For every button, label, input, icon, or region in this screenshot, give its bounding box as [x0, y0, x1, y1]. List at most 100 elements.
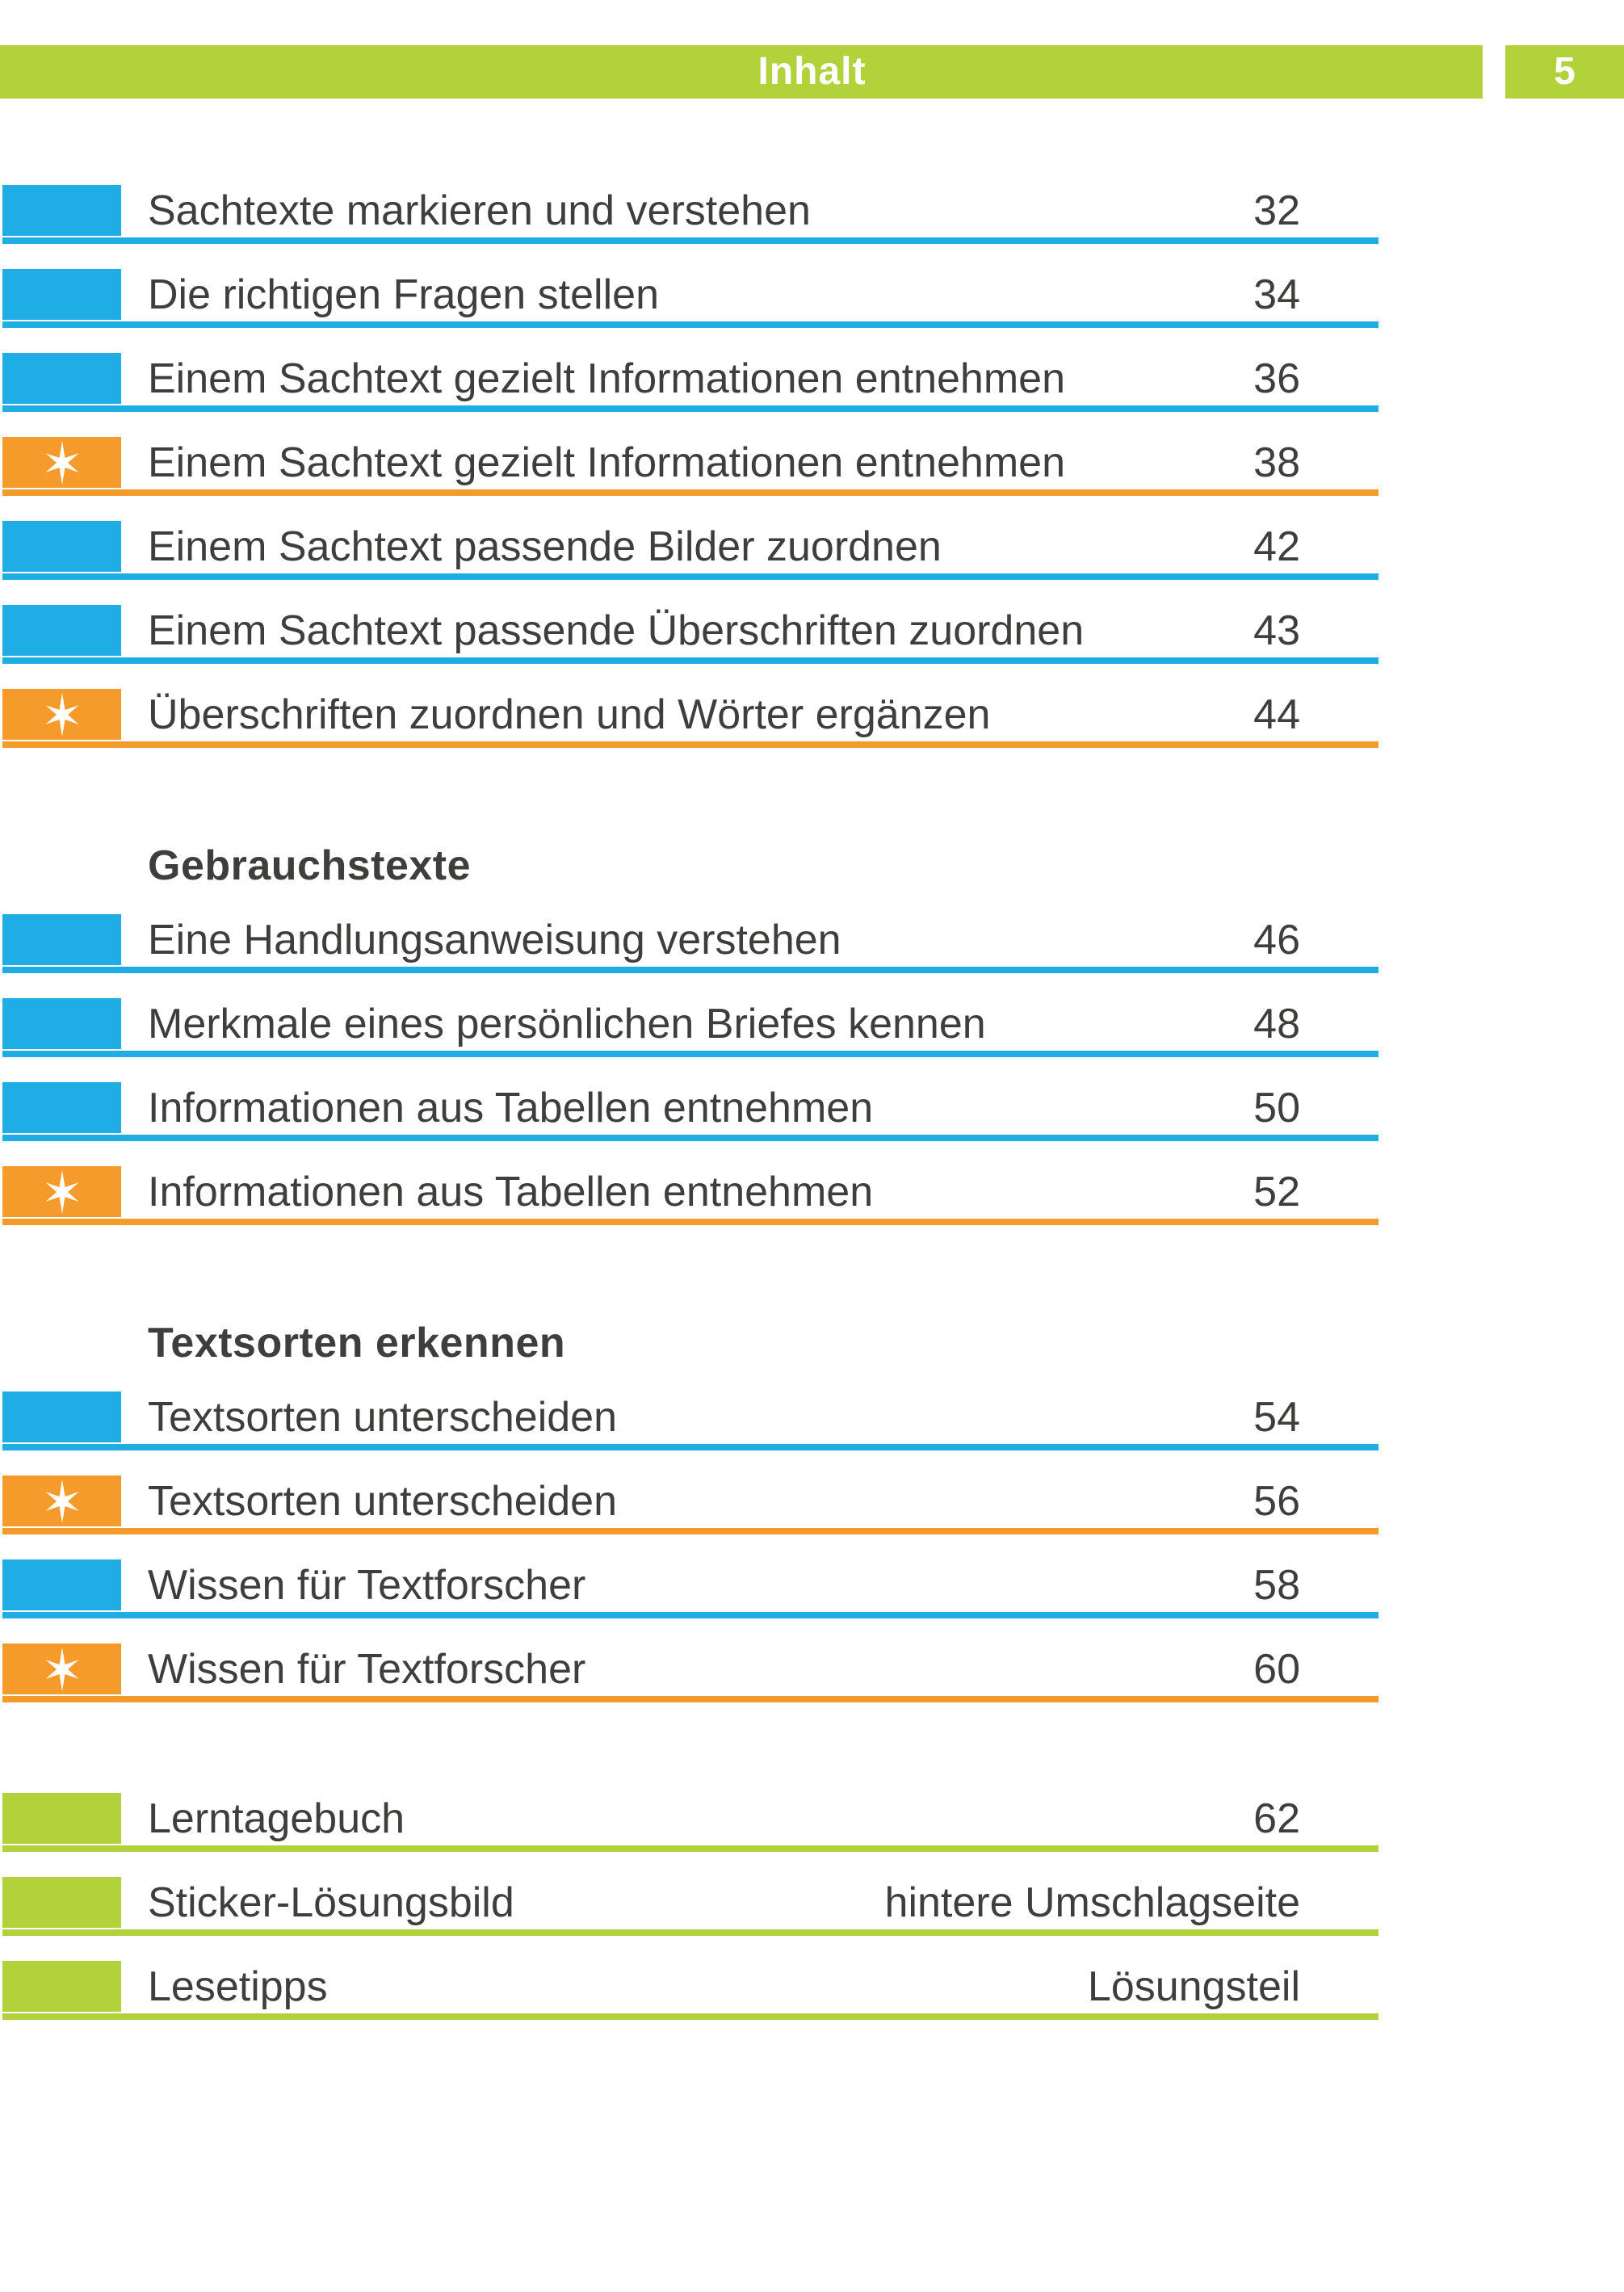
star-icon	[45, 692, 78, 737]
row-underline	[2, 1845, 1379, 1852]
toc-row-page: 52	[1253, 1169, 1300, 1215]
toc-row: Überschriften zuordnen und Wörter ergänz…	[0, 689, 1381, 748]
toc-row: Informationen aus Tabellen entnehmen 52	[0, 1166, 1381, 1225]
toc-row-title: Sachtexte markieren und verstehen	[148, 187, 811, 234]
toc-row-title: Textsorten unterscheiden	[148, 1394, 618, 1441]
toc-row-title: Überschriften zuordnen und Wörter ergänz…	[148, 691, 991, 738]
page-number-badge: 5	[1505, 45, 1624, 99]
row-underline	[2, 1696, 1379, 1702]
toc-row-page: hintere Umschlagseite	[884, 1879, 1300, 1926]
toc-row: Einem Sachtext gezielt Informationen ent…	[0, 353, 1381, 412]
row-underline	[2, 1612, 1379, 1618]
toc-row-title: Einem Sachtext gezielt Informationen ent…	[148, 355, 1066, 402]
toc-section: Textsorten erkennen Textsorten unterschei…	[0, 1318, 1381, 1702]
toc-row-page: 50	[1253, 1085, 1300, 1131]
row-underline	[2, 1135, 1379, 1141]
toc-row: Informationen aus Tabellen entnehmen 50	[0, 1082, 1381, 1141]
toc-row: Einem Sachtext passende Bilder zuordnen 4…	[0, 521, 1381, 580]
star-icon	[45, 1169, 78, 1214]
toc-row: Eine Handlungsanweisung verstehen 46	[0, 914, 1381, 973]
toc-row-page: 34	[1253, 271, 1300, 318]
toc-row-page: 32	[1253, 187, 1300, 234]
row-underline	[2, 1219, 1379, 1225]
topic-marker	[2, 521, 121, 572]
toc-row: Wissen für Textforscher 60	[0, 1643, 1381, 1702]
row-underline	[2, 657, 1379, 664]
section-heading: Textsorten erkennen	[148, 1320, 566, 1366]
row-underline	[2, 573, 1379, 580]
topic-marker-star	[2, 1166, 121, 1217]
toc-row-title: Lesetipps	[148, 1963, 328, 2010]
toc-row: Einem Sachtext passende Überschriften zu…	[0, 605, 1381, 664]
toc-row-title: Wissen für Textforscher	[148, 1562, 586, 1609]
topic-marker	[2, 1877, 121, 1928]
toc-section: Sachtexte markieren und verstehen 32 Die r…	[0, 185, 1381, 748]
section-heading: Gebrauchstexte	[148, 842, 472, 889]
topic-marker	[2, 1559, 121, 1610]
toc-row-title: Textsorten unterscheiden	[148, 1478, 618, 1525]
star-icon	[45, 1647, 78, 1691]
topic-marker	[2, 1392, 121, 1442]
toc-row: Wissen für Textforscher 58	[0, 1559, 1381, 1618]
toc-row-title: Informationen aus Tabellen entnehmen	[148, 1169, 874, 1215]
row-underline	[2, 1528, 1379, 1534]
toc-row-title: Einem Sachtext passende Bilder zuordnen	[148, 523, 942, 570]
star-icon	[45, 440, 78, 485]
toc-row-title: Informationen aus Tabellen entnehmen	[148, 1085, 874, 1131]
topic-marker	[2, 185, 121, 236]
topic-marker-star	[2, 1643, 121, 1694]
toc-row-page: Lösungsteil	[1087, 1963, 1300, 2010]
header-bar	[0, 45, 1483, 99]
toc-row-page: 58	[1253, 1562, 1300, 1609]
toc-row-page: 62	[1253, 1795, 1300, 1842]
row-underline	[2, 1051, 1379, 1057]
row-underline	[2, 405, 1379, 412]
topic-marker	[2, 605, 121, 656]
toc-row-title: Lerntagebuch	[148, 1795, 405, 1842]
toc-row-page: 48	[1253, 1001, 1300, 1047]
toc-row: Einem Sachtext gezielt Informationen ent…	[0, 437, 1381, 496]
star-icon	[45, 1479, 78, 1523]
row-underline	[2, 967, 1379, 973]
topic-marker	[2, 1961, 121, 2012]
toc-row: Textsorten unterscheiden 54	[0, 1392, 1381, 1450]
topic-marker-star	[2, 689, 121, 740]
row-underline	[2, 2013, 1379, 2020]
topic-marker-star	[2, 1476, 121, 1526]
toc-row-title: Einem Sachtext passende Überschriften zu…	[148, 607, 1085, 654]
toc-row: Sachtexte markieren und verstehen 32	[0, 185, 1381, 244]
row-underline	[2, 489, 1379, 496]
toc-row-page: 54	[1253, 1394, 1300, 1441]
toc-row-page: 38	[1253, 439, 1300, 486]
topic-marker	[2, 1082, 121, 1133]
topic-marker	[2, 1793, 121, 1844]
table-of-contents: Sachtexte markieren und verstehen 32 Die r…	[0, 185, 1381, 2045]
toc-row: Sticker-Lösungsbild hintere Umschlagseite	[0, 1877, 1381, 1936]
topic-marker-star	[2, 437, 121, 488]
topic-marker	[2, 914, 121, 965]
toc-row-title: Sticker-Lösungsbild	[148, 1879, 514, 1926]
toc-row-page: 44	[1253, 691, 1300, 738]
toc-row-page: 36	[1253, 355, 1300, 402]
toc-section: Gebrauchstexte Eine Handlungsanweisung ve…	[0, 841, 1381, 1225]
row-underline	[2, 741, 1379, 748]
toc-row-page: 60	[1253, 1646, 1300, 1693]
toc-row-page: 56	[1253, 1478, 1300, 1525]
row-underline	[2, 321, 1379, 328]
topic-marker	[2, 353, 121, 404]
toc-row-page: 42	[1253, 523, 1300, 570]
row-underline	[2, 1444, 1379, 1450]
toc-row: Textsorten unterscheiden 56	[0, 1476, 1381, 1534]
toc-row-title: Einem Sachtext gezielt Informationen ent…	[148, 439, 1066, 486]
toc-row-title: Wissen für Textforscher	[148, 1646, 586, 1693]
topic-marker	[2, 269, 121, 320]
toc-row: Lesetipps Lösungsteil	[0, 1961, 1381, 2020]
toc-row: Merkmale eines persönlichen Briefes kenn…	[0, 998, 1381, 1057]
toc-row: Die richtigen Fragen stellen 34	[0, 269, 1381, 328]
toc-row-title: Merkmale eines persönlichen Briefes kenn…	[148, 1001, 986, 1047]
page-title: Inhalt	[757, 50, 867, 93]
toc-row-title: Eine Handlungsanweisung verstehen	[148, 917, 841, 963]
toc-row-title: Die richtigen Fragen stellen	[148, 271, 659, 318]
toc-section: Lerntagebuch 62 Sticker-Lösungsbild hintere…	[0, 1793, 1381, 2020]
topic-marker	[2, 998, 121, 1049]
